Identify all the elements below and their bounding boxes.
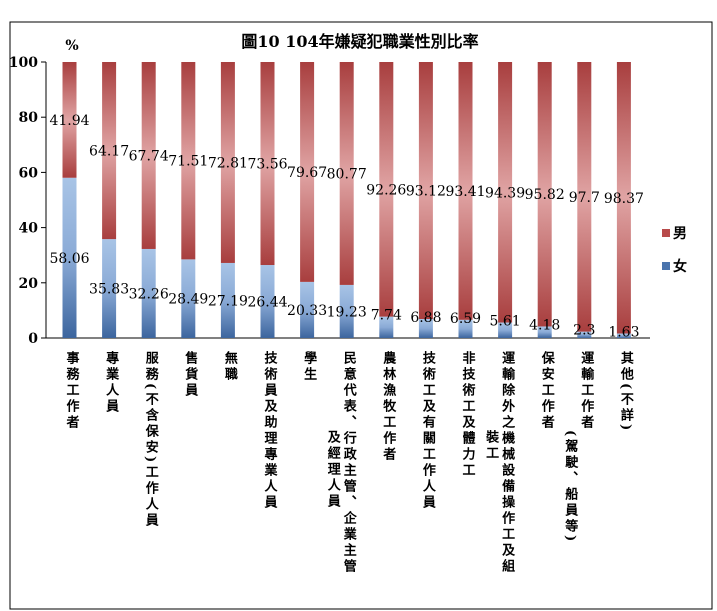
bar-male [102, 62, 117, 240]
data-label-female: 6.59 [450, 311, 481, 327]
bar-female [458, 319, 473, 338]
bar-female [260, 265, 275, 338]
data-label-male: 93.41 [445, 184, 485, 200]
bar-male [339, 62, 354, 285]
bar-female [181, 259, 196, 338]
bar-male [418, 62, 433, 320]
data-label-female: 7.74 [371, 308, 402, 324]
bar-female [537, 326, 552, 338]
x-tick-label: 其他(不詳) [617, 351, 633, 434]
chart-border [9, 21, 713, 610]
bar-male [300, 62, 315, 282]
bar-female [379, 316, 394, 338]
x-tick-label: 民意代表、行政主管、企業主管 [340, 351, 356, 575]
data-label-female: 2.3 [573, 323, 595, 339]
x-tick-label: 保安工作者 [538, 351, 554, 431]
x-tick-label: 運輸除外之機械設備操作工及組 [499, 351, 515, 575]
data-label-female: 5.61 [490, 314, 521, 330]
legend-label: 女 [673, 258, 687, 275]
data-label-male: 92.26 [366, 182, 406, 198]
x-tick-label: 技術員及助理專業人員 [261, 351, 277, 511]
bar-female [418, 319, 433, 338]
x-tick-label: 運輸工作者 [578, 351, 594, 431]
data-label-female: 26.44 [247, 295, 287, 311]
bar-female [141, 248, 156, 338]
bar-female [498, 322, 513, 338]
bar-female [300, 281, 315, 338]
data-label-female: 20.33 [287, 303, 327, 319]
data-label-female: 27.19 [208, 293, 248, 309]
bar-female [577, 331, 592, 338]
y-axis-unit: % [65, 38, 78, 54]
bar-female [339, 284, 354, 338]
bar-male [220, 62, 235, 263]
chart-title: 圖10 104年嫌疑犯職業性別比率 [241, 32, 478, 51]
data-label-female: 1.63 [608, 325, 639, 341]
bar-male [616, 62, 631, 334]
data-label-female: 19.23 [327, 304, 367, 320]
data-label-female: 58.06 [49, 251, 89, 267]
x-tick-label: 學生 [301, 351, 317, 383]
data-label-male: 79.67 [287, 165, 327, 181]
data-label-male: 67.74 [129, 148, 169, 164]
x-tick-label: 及經理人員 [324, 430, 340, 510]
y-tick-label: 40 [19, 221, 39, 237]
x-tick-label: 事務工作者 [63, 351, 79, 431]
data-label-group: 41.94 58.06 64.17 35.83 67.74 32.26 71.51 28.49… [49, 113, 643, 341]
data-label-female: 28.49 [168, 292, 208, 308]
bar-male [62, 62, 77, 178]
bar-male [379, 62, 394, 317]
data-label-male: 93.12 [406, 184, 446, 200]
bar-male [537, 62, 552, 327]
legend-label: 男 [673, 226, 687, 242]
bar-group [62, 62, 631, 338]
data-label-male: 98.37 [604, 191, 644, 207]
x-tick-label: 無職 [221, 351, 237, 383]
x-tick-label: (駕駛、船員等) [562, 430, 578, 545]
y-tick-label: 100 [9, 55, 38, 71]
data-label-male: 94.39 [485, 185, 525, 201]
data-label-male: 73.56 [247, 157, 287, 173]
legend-swatch [662, 262, 670, 270]
bar-male [498, 62, 513, 323]
bar-male [458, 62, 473, 320]
y-tick-label: 20 [19, 276, 39, 292]
bar-male [141, 62, 156, 249]
data-label-female: 4.18 [529, 317, 560, 333]
bar-female [220, 262, 235, 338]
bar-female [62, 177, 77, 338]
y-tick-label: 0 [28, 331, 38, 347]
bar-female [616, 333, 631, 338]
x-tick-label: 專業人員 [103, 351, 119, 415]
bar-female [102, 239, 117, 338]
legend: 男女 [662, 226, 687, 275]
data-label-female: 6.88 [410, 310, 441, 326]
data-label-male: 95.82 [525, 187, 565, 203]
x-tick-label: 售貨員 [182, 351, 198, 399]
x-tick-label: 服務(不含保安)工作人員 [142, 351, 158, 530]
data-label-male: 71.51 [168, 154, 208, 170]
x-tick-label: 技術工及有關工作人員 [419, 351, 435, 511]
data-label-male: 41.94 [49, 113, 89, 129]
y-tick-label: 80 [19, 110, 39, 126]
y-tick-label: 60 [19, 165, 39, 181]
data-label-male: 64.17 [89, 144, 129, 160]
data-label-male: 97.7 [569, 190, 600, 206]
legend-swatch [662, 229, 670, 237]
x-tick-label: 非技術工及體力工 [459, 351, 475, 479]
x-tick-label: 農林漁牧工作者 [380, 351, 396, 463]
data-label-female: 35.83 [89, 282, 129, 298]
data-label-male: 80.77 [327, 166, 367, 182]
bar-male [260, 62, 275, 266]
data-label-female: 32.26 [129, 286, 169, 302]
data-label-male: 72.81 [208, 155, 248, 171]
bar-male [181, 62, 196, 260]
x-tick-label: 裝工 [483, 430, 499, 462]
bar-male [577, 62, 592, 332]
